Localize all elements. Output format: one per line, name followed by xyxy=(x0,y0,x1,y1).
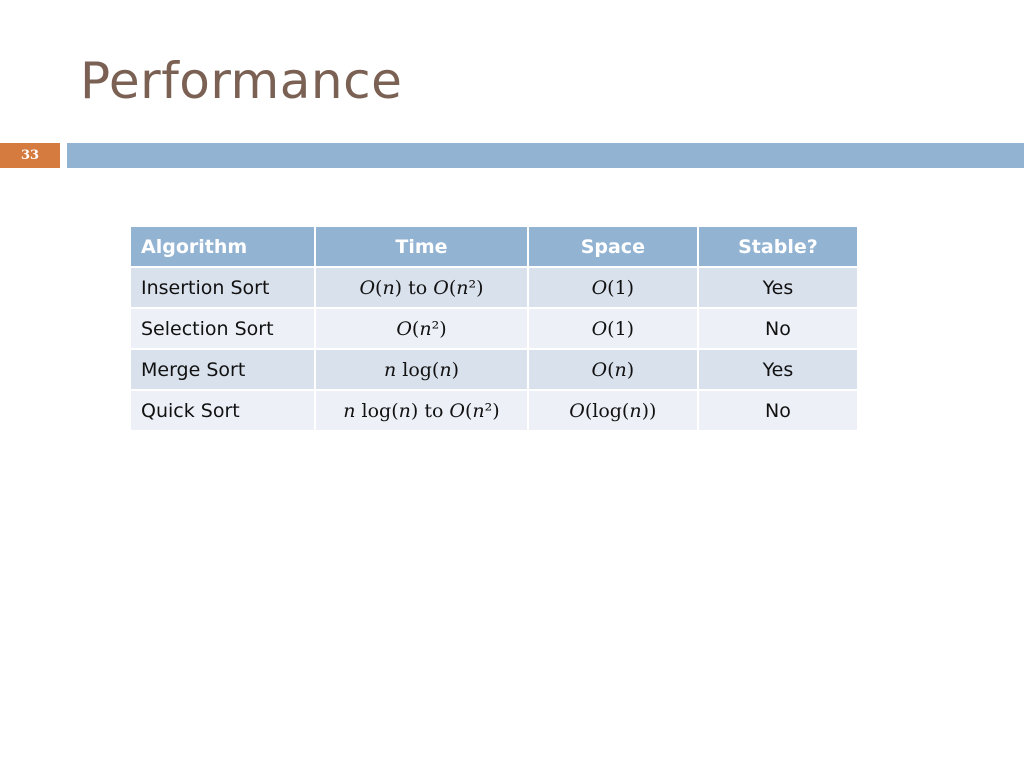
table-row: Selection Sort 𝑂(𝑛²) 𝑂(1) No xyxy=(131,309,857,348)
cell-space: 𝑂(𝑛) xyxy=(528,350,697,389)
cell-time: 𝑛 log(𝑛) xyxy=(316,350,527,389)
header-bar xyxy=(67,143,1024,168)
cell-time: 𝑛 log(𝑛) to 𝑂(𝑛²) xyxy=(316,391,527,430)
cell-algorithm: Insertion Sort xyxy=(131,268,315,307)
cell-algorithm: Merge Sort xyxy=(131,350,315,389)
performance-table: Algorithm Time Space Stable? Insertion S… xyxy=(131,227,861,430)
cell-space: 𝑂(1) xyxy=(528,309,697,348)
slide-title: Performance xyxy=(80,52,403,110)
cell-time: 𝑂(𝑛) to 𝑂(𝑛²) xyxy=(316,268,527,307)
cell-algorithm: Quick Sort xyxy=(131,391,315,430)
cell-time: 𝑂(𝑛²) xyxy=(316,309,527,348)
table-row: Insertion Sort 𝑂(𝑛) to 𝑂(𝑛²) 𝑂(1) Yes xyxy=(131,268,857,307)
cell-space: 𝑂(log(𝑛)) xyxy=(528,391,697,430)
cell-stable: Yes xyxy=(698,268,857,307)
column-header-algorithm: Algorithm xyxy=(131,227,315,266)
cell-stable: Yes xyxy=(698,350,857,389)
cell-algorithm: Selection Sort xyxy=(131,309,315,348)
table-row: Merge Sort 𝑛 log(𝑛) 𝑂(𝑛) Yes xyxy=(131,350,857,389)
cell-stable: No xyxy=(698,309,857,348)
cell-stable: No xyxy=(698,391,857,430)
column-header-time: Time xyxy=(316,227,527,266)
column-header-space: Space xyxy=(528,227,697,266)
column-header-stable: Stable? xyxy=(698,227,857,266)
table-header-row: Algorithm Time Space Stable? xyxy=(131,227,857,266)
slide-number: 33 xyxy=(0,143,60,168)
cell-space: 𝑂(1) xyxy=(528,268,697,307)
table-row: Quick Sort 𝑛 log(𝑛) to 𝑂(𝑛²) 𝑂(log(𝑛)) N… xyxy=(131,391,857,430)
